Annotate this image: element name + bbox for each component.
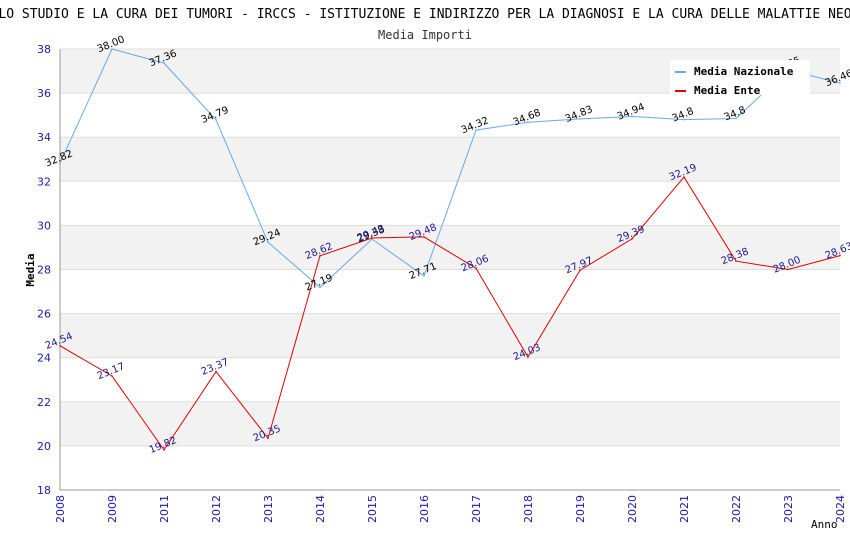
point-media-ente (683, 176, 685, 178)
data-label-media-ente: 23.17 (96, 361, 127, 382)
y-tick-label: 32 (37, 175, 51, 188)
grid-band (60, 401, 840, 446)
data-label-media-nazionale: 27.19 (304, 273, 335, 294)
x-tick-label: 2015 (366, 495, 379, 523)
y-tick-label: 34 (37, 131, 51, 144)
chart-subtitle: Media Importi (378, 28, 472, 42)
legend-label-nazionale: Media Nazionale (694, 65, 794, 78)
point-media-ente (475, 267, 477, 269)
x-tick-label: 2009 (106, 495, 119, 523)
grid-bands (60, 49, 840, 446)
point-media-ente (319, 255, 321, 257)
y-tick-label: 18 (37, 484, 51, 497)
x-tick-label: 2014 (314, 495, 327, 523)
point-media-ente (59, 344, 61, 347)
data-label-media-nazionale: 34.8 (671, 106, 696, 125)
y-tick-label: 28 (37, 264, 51, 277)
grid-band (60, 225, 840, 270)
x-tick-label: 2019 (574, 495, 587, 523)
y-axis-label: Media (24, 253, 37, 286)
point-media-nazionale (371, 238, 373, 240)
x-tick-label: 2023 (782, 495, 795, 523)
grid-lines (60, 48, 840, 491)
x-tick-label: 2016 (418, 495, 431, 523)
point-media-ente (527, 356, 529, 358)
y-tick-labels: 18 20 22 24 26 28 30 32 34 36 38 (37, 43, 51, 497)
x-tick-label: 2021 (678, 495, 691, 523)
y-tick-label: 26 (37, 308, 51, 321)
point-media-nazionale (59, 162, 61, 165)
point-media-ente (631, 238, 633, 240)
point-media-ente (839, 254, 841, 257)
legend: Media Nazionale Media Ente (670, 60, 810, 97)
point-media-nazionale (423, 275, 425, 277)
data-label-media-nazionale: 34.68 (512, 107, 543, 128)
series-line-media-nazionale (59, 48, 841, 289)
point-media-nazionale (267, 241, 269, 243)
point-media-nazionale (215, 118, 217, 121)
y-tick-label: 36 (37, 87, 51, 100)
point-media-ente (423, 236, 425, 238)
y-tick-label: 22 (37, 396, 51, 409)
point-media-nazionale (475, 129, 477, 131)
x-tick-label: 2012 (210, 495, 223, 523)
x-tick-label: 2022 (730, 495, 743, 523)
data-label-media-nazionale: 34.94 (616, 102, 647, 123)
x-tick-label: 2018 (522, 495, 535, 523)
point-media-nazionale (163, 62, 165, 64)
grid-band (60, 137, 840, 182)
point-media-ente (215, 370, 217, 373)
data-label-media-nazionale: 34.8 (723, 105, 748, 124)
point-media-nazionale (579, 118, 581, 120)
x-tick-label: 2020 (626, 495, 639, 523)
point-media-ente (111, 375, 113, 377)
series-line-media-ente (59, 176, 841, 451)
x-tick-label: 2011 (158, 495, 171, 523)
x-tick-label: 2024 (834, 495, 847, 523)
point-media-ente (371, 237, 373, 239)
series-layer (59, 48, 841, 451)
point-media-ente (163, 449, 165, 451)
point-media-nazionale (839, 82, 841, 84)
point-media-ente (787, 268, 789, 271)
point-media-nazionale (319, 286, 321, 289)
y-tick-label: 24 (37, 352, 51, 365)
point-media-nazionale (527, 121, 529, 124)
x-tick-label: 2017 (470, 495, 483, 523)
point-media-nazionale (111, 48, 113, 50)
point-media-ente (579, 269, 581, 271)
y-tick-label: 38 (37, 43, 51, 56)
x-tick-label: 2008 (54, 495, 67, 523)
data-label-media-ente: 23.37 (200, 357, 231, 378)
y-tick-label: 30 (37, 219, 51, 232)
x-tick-label: 2013 (262, 495, 275, 523)
point-media-ente (735, 260, 737, 262)
legend-label-ente: Media Ente (694, 84, 761, 97)
x-axis-label: Anno (811, 518, 838, 531)
point-media-ente (267, 437, 269, 439)
point-media-nazionale (631, 115, 633, 118)
data-label-media-nazionale: 34.83 (564, 104, 595, 125)
chart-title: ISTITUTO SCIENTIFICO ROMAGNOLO PER LO ST… (0, 7, 850, 22)
x-tick-labels: 2008 2009 2011 2012 2013 2014 2015 2016 2017 2018… (54, 495, 847, 523)
data-label-media-nazionale: 34.79 (200, 105, 231, 126)
point-media-nazionale (735, 117, 737, 120)
point-media-nazionale (683, 118, 685, 121)
y-tick-label: 20 (37, 440, 51, 453)
grid-band (60, 313, 840, 358)
legend-box (670, 60, 810, 95)
